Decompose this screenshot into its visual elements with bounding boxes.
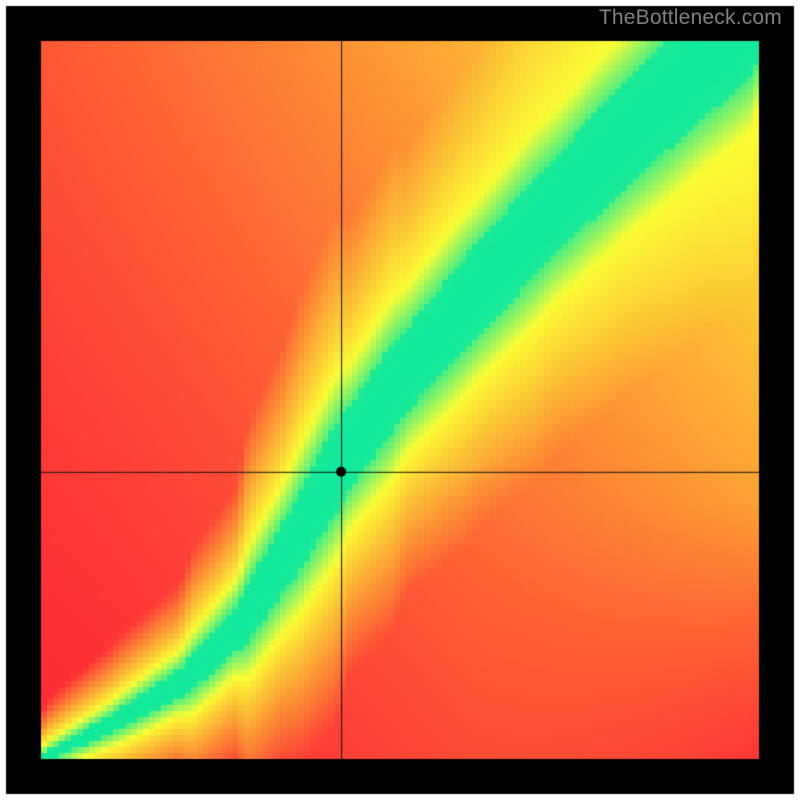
watermark-text: TheBottleneck.com	[599, 6, 782, 30]
bottleneck-heatmap	[0, 0, 800, 800]
chart-container: TheBottleneck.com	[0, 0, 800, 800]
